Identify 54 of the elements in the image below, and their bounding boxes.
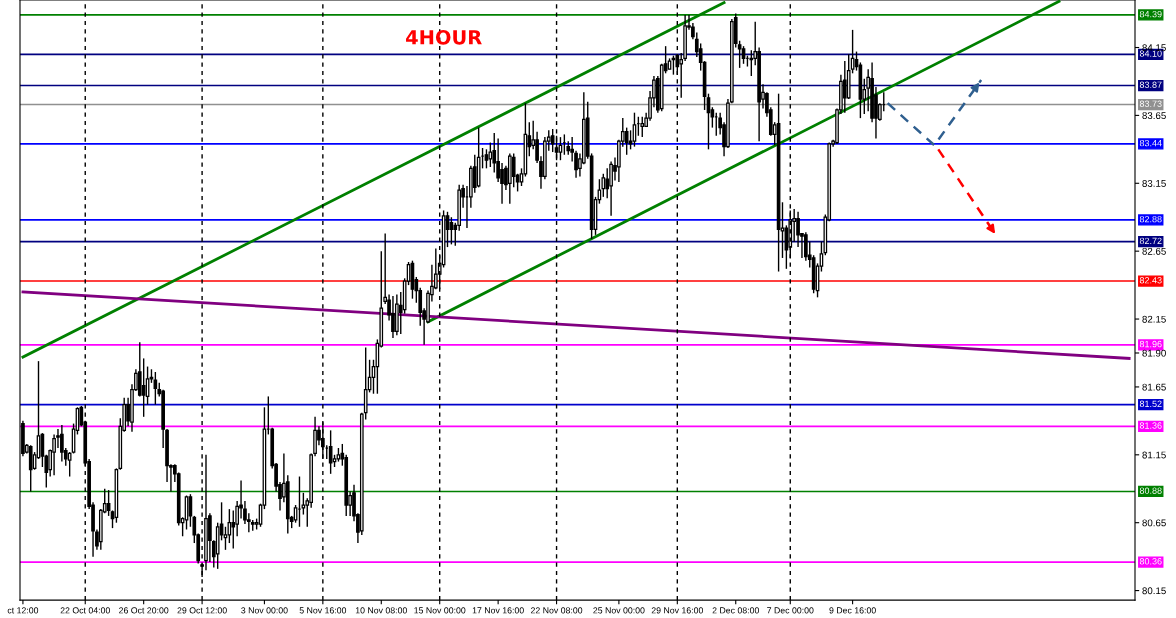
x-tick-label: 22 Oct 04:00 — [60, 607, 110, 614]
ref-line-label: 84.39 — [1139, 10, 1162, 18]
y-tick-label: 82.15 — [1142, 315, 1166, 323]
ref-line-label: 82.43 — [1139, 277, 1162, 284]
ref-line-label: 81.36 — [1139, 422, 1162, 429]
candlestick — [488, 141, 493, 168]
ref-line-label: 84.10 — [1139, 50, 1162, 57]
y-tick-label: 83.65 — [1142, 112, 1166, 120]
ref-line-label: 80.88 — [1139, 487, 1162, 494]
candlestick — [391, 295, 395, 339]
ref-line-label: 82.72 — [1139, 237, 1162, 245]
y-tick-label: 82.65 — [1142, 247, 1166, 255]
candlestick — [223, 526, 228, 551]
ref-line-label: 83.44 — [1139, 139, 1162, 147]
candlestick — [511, 152, 516, 189]
ref-line-label: 82.88 — [1139, 215, 1162, 223]
candlestick — [301, 492, 306, 516]
x-tick-label: 2 Dec 08:00 — [712, 607, 759, 614]
y-tick-label: 80.65 — [1142, 519, 1166, 527]
x-tick-label: 25 Nov 00:00 — [593, 607, 645, 614]
x-tick-label: 15 Nov 00:00 — [414, 607, 466, 614]
candlestick — [609, 160, 613, 217]
candlestick — [640, 116, 645, 138]
candlestick — [141, 357, 146, 418]
candlestick — [52, 433, 56, 476]
x-tick-label: 17 Nov 16:00 — [472, 607, 524, 614]
x-tick-label: ct 12:00 — [7, 607, 39, 614]
x-tick-label: 9 Dec 16:00 — [829, 607, 876, 614]
y-tick-label: 81.15 — [1142, 451, 1166, 459]
ref-line-label: 83.73 — [1139, 100, 1162, 107]
ref-line-label: 81.96 — [1139, 340, 1162, 348]
candlestick — [749, 49, 754, 77]
ref-line-label: 80.36 — [1139, 558, 1162, 565]
x-tick-label: 7 Dec 00:00 — [767, 607, 814, 614]
x-tick-label: 3 Nov 00:00 — [241, 607, 288, 614]
x-tick-label: 10 Nov 08:00 — [355, 607, 407, 614]
candlestick — [624, 126, 629, 156]
candlestick — [484, 148, 489, 170]
y-tick-label: 81.90 — [1142, 349, 1166, 357]
x-tick-label: 29 Oct 12:00 — [177, 607, 227, 614]
ref-line-label: 83.87 — [1139, 81, 1162, 88]
candlestick — [796, 211, 800, 248]
x-tick-label: 22 Nov 08:00 — [530, 607, 583, 614]
text: 4HOUR — [406, 29, 482, 45]
x-tick-label: 5 Nov 16:00 — [299, 607, 347, 614]
y-tick-label: 81.65 — [1142, 383, 1166, 391]
candlestick — [297, 475, 302, 528]
ref-line-label: 81.52 — [1139, 400, 1162, 407]
x-tick-label: 29 Nov 16:00 — [651, 607, 703, 614]
x-tick-label: 26 Oct 20:00 — [119, 607, 169, 614]
y-tick-label: 83.15 — [1142, 180, 1166, 187]
candlestick — [67, 451, 72, 478]
candlestick — [60, 424, 64, 463]
y-tick-label: 80.15 — [1142, 587, 1166, 595]
